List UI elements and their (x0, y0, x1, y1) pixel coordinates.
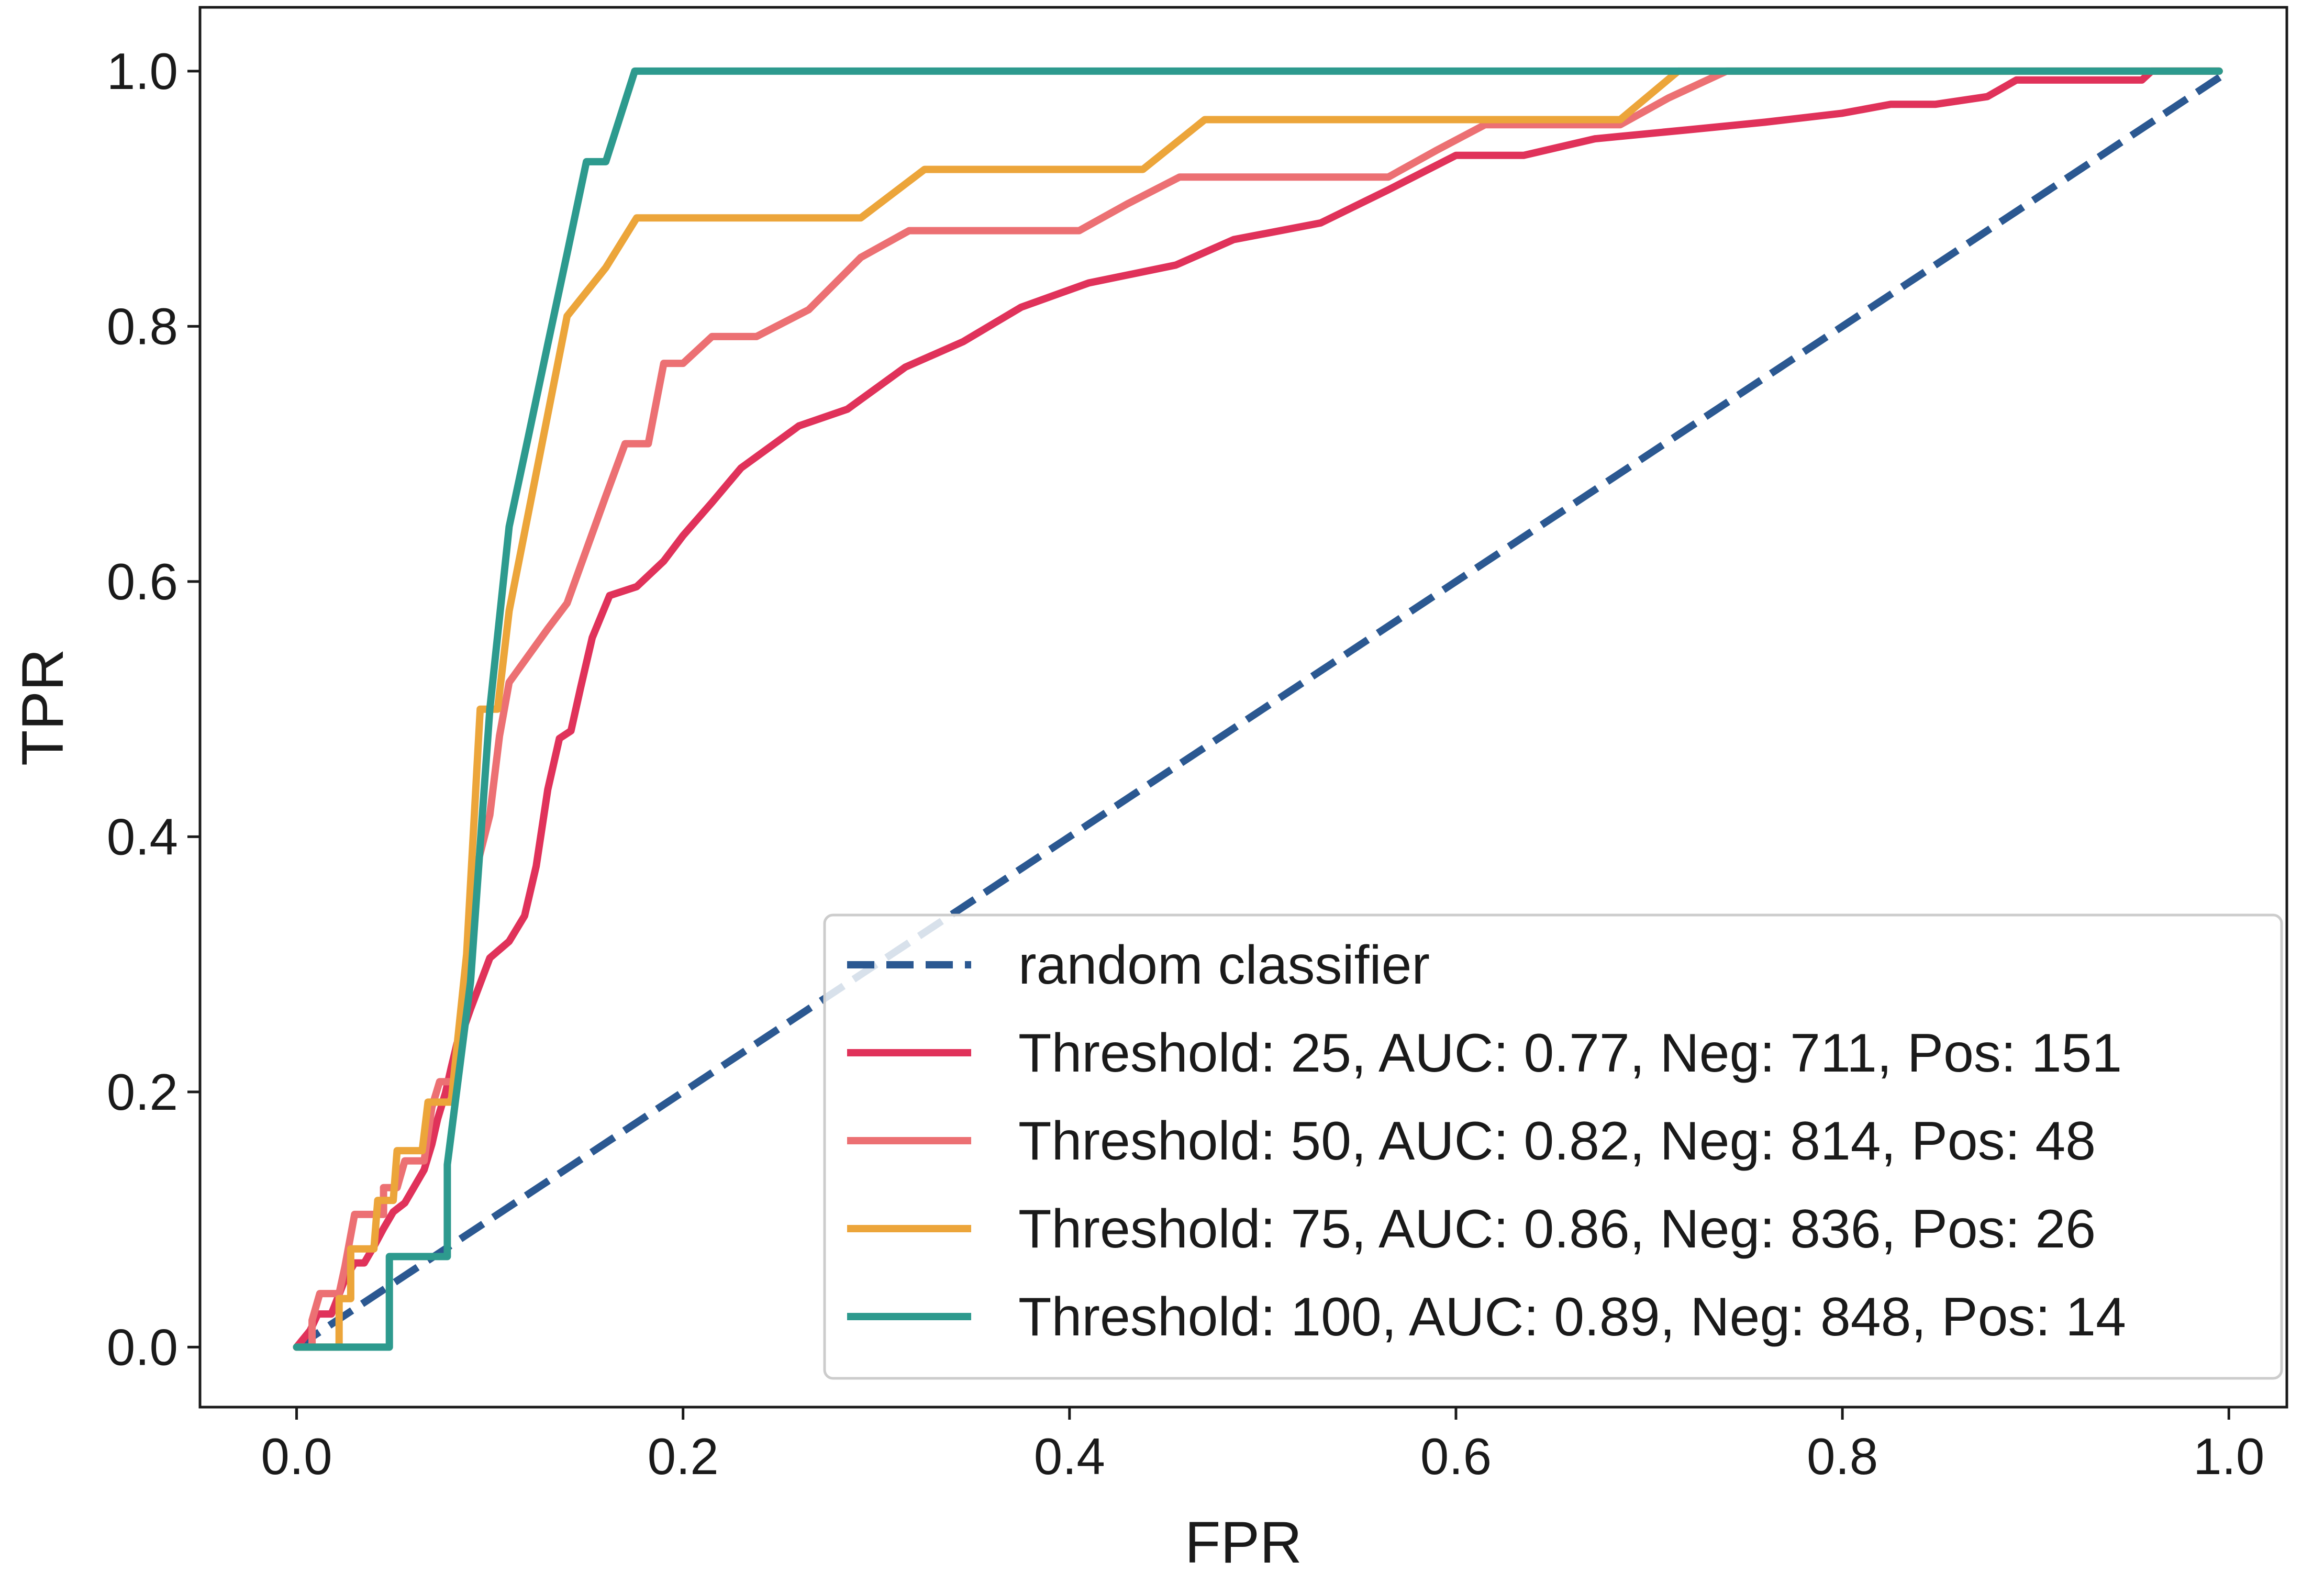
series-layer (293, 67, 2231, 1351)
legend-label-0: random classifier (1018, 935, 1430, 996)
x-axis-label: FPR (1185, 1510, 1302, 1575)
legend-label-3: Threshold: 75, AUC: 0.86, Neg: 836, Pos:… (1018, 1199, 2096, 1259)
x-tick-label: 0.8 (1807, 1428, 1878, 1485)
series-line-0 (294, 68, 2231, 1351)
y-tick-label: 0.8 (107, 297, 178, 355)
series-line-1 (293, 67, 2223, 1351)
y-axis-ticks: 0.0 0.2 0.4 0.6 0.8 1.0 (107, 42, 200, 1376)
x-axis-ticks: 0.0 0.2 0.4 0.6 0.8 1.0 (261, 1407, 2264, 1485)
series-line-2 (293, 67, 2223, 1351)
x-tick-label: 0.0 (261, 1428, 332, 1485)
y-axis-label: TPR (10, 649, 75, 766)
legend-box (823, 913, 2283, 1380)
plot-frame (198, 6, 2288, 1409)
x-tick-label: 1.0 (2193, 1428, 2264, 1485)
legend-label-2: Threshold: 50, AUC: 0.82, Neg: 814, Pos:… (1018, 1111, 2096, 1172)
x-tick-label: 0.2 (648, 1428, 719, 1485)
legend: random classifier Threshold: 25, AUC: 0.7… (823, 913, 2283, 1380)
legend-label-4: Threshold: 100, AUC: 0.89, Neg: 848, Pos… (1018, 1287, 2126, 1347)
y-tick-label: 0.4 (107, 808, 178, 865)
y-tick-label: 0.6 (107, 553, 178, 610)
y-tick-label: 1.0 (107, 42, 178, 100)
y-tick-label: 0.0 (107, 1318, 178, 1376)
series-line-4 (293, 67, 2223, 1351)
legend-label-1: Threshold: 25, AUC: 0.77, Neg: 711, Pos:… (1018, 1023, 2122, 1084)
y-tick-label: 0.2 (107, 1063, 178, 1121)
x-tick-label: 0.4 (1034, 1428, 1105, 1485)
x-tick-label: 0.6 (1420, 1428, 1492, 1485)
